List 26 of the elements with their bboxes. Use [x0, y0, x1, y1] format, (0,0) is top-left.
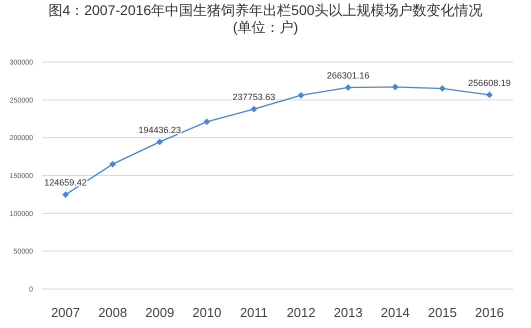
- point: [486, 92, 493, 98]
- point: [109, 160, 116, 168]
- x-tick-label: 2014: [380, 305, 410, 320]
- chart-subtitle: (单位：户): [232, 19, 298, 35]
- data-label: 194436.23: [138, 124, 182, 135]
- x-tick-label: 2015: [428, 305, 457, 320]
- x-tick-label: 2007: [51, 305, 80, 320]
- point: [156, 138, 164, 146]
- data-label: 237753.63: [232, 92, 276, 102]
- data-label: 256608.19: [468, 78, 511, 88]
- x-tick-label: 2013: [334, 305, 363, 320]
- chart-title: 图4：2007-2016年中国生猪饲养年出栏500头以上规模场户数变化情况: [48, 2, 483, 18]
- data-label: 266301.16: [326, 70, 370, 80]
- x-tick-label: 2012: [286, 305, 316, 320]
- x-tick-label: 2008: [98, 305, 128, 320]
- x-tick-label: 2010: [192, 305, 222, 320]
- x-tick-label: 2016: [474, 305, 504, 320]
- x-tick-label: 2011: [240, 305, 268, 320]
- point: [344, 84, 352, 91]
- point: [298, 92, 304, 99]
- point: [204, 118, 210, 126]
- point: [250, 106, 258, 112]
- point: [392, 84, 399, 90]
- point: [439, 85, 446, 92]
- point: [62, 191, 69, 198]
- x-tick-label: 2009: [145, 305, 174, 320]
